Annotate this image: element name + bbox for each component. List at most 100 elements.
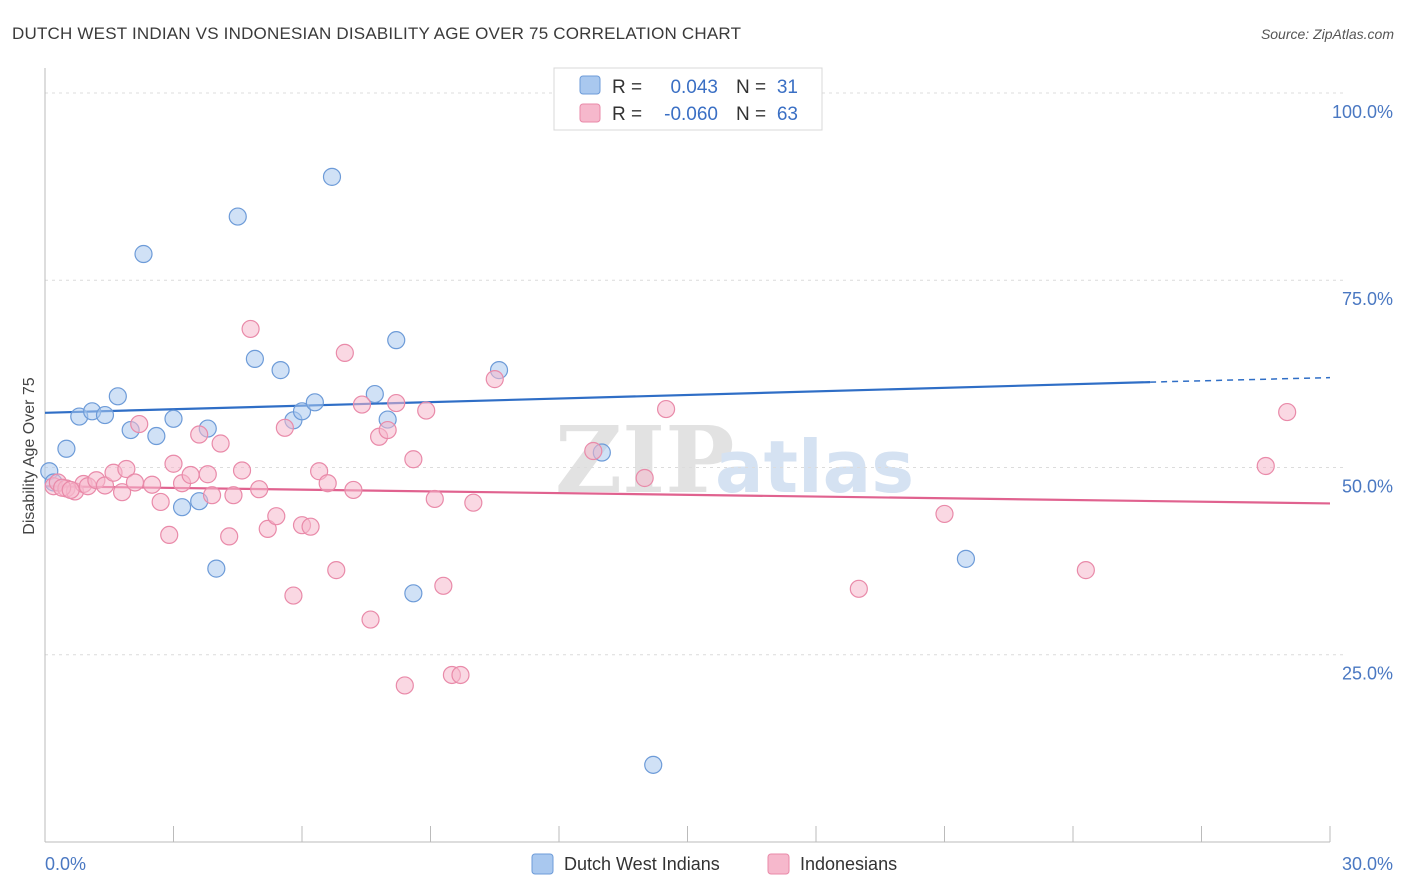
series-legend-label-indonesian: Indonesians <box>800 854 897 874</box>
point-indonesians <box>318 474 337 493</box>
point-dutch-west-indians <box>292 402 312 421</box>
point-indonesians <box>935 504 954 524</box>
axes: 100.0% 75.0% 50.0% 25.0% 0.0% 30.0% <box>44 68 1393 874</box>
trend-line-dutch-west-indians <box>44 381 1151 414</box>
point-indonesians <box>220 527 239 546</box>
point-indonesians <box>485 370 504 389</box>
point-dutch-west-indians <box>164 409 183 428</box>
point-indonesians <box>224 486 243 505</box>
point-indonesians <box>258 519 277 539</box>
legend-r-label-dutch: R = <box>612 77 642 98</box>
point-indonesians <box>344 480 363 500</box>
point-indonesians <box>202 486 222 505</box>
legend-swatch-indonesian <box>579 103 601 123</box>
point-indonesians <box>464 493 483 512</box>
point-indonesians <box>211 434 230 453</box>
watermark-zip: ZIP <box>555 406 734 514</box>
point-indonesians <box>327 561 346 580</box>
point-dutch-west-indians <box>108 387 127 406</box>
legend-n-label-dutch: N = <box>736 77 766 98</box>
point-indonesians <box>378 420 397 440</box>
trend-line-extension-dutch-west-indians <box>1150 376 1331 383</box>
point-indonesians <box>117 459 136 479</box>
point-indonesians <box>164 454 183 473</box>
point-indonesians <box>1278 402 1297 422</box>
point-indonesians <box>142 475 162 494</box>
legend-r-value-dutch: 0.043 <box>670 77 718 98</box>
point-dutch-west-indians <box>956 549 976 568</box>
point-indonesians <box>112 483 132 502</box>
point-indonesians <box>387 393 406 413</box>
point-indonesians <box>434 576 453 595</box>
point-dutch-west-indians <box>228 207 247 226</box>
point-indonesians <box>656 399 676 419</box>
point-indonesians <box>61 480 80 500</box>
y-tick-label: 100.0% <box>1332 102 1393 122</box>
point-indonesians <box>417 401 436 420</box>
point-indonesians <box>284 586 303 605</box>
point-indonesians <box>241 319 260 339</box>
x-tick-label: 0.0% <box>45 854 86 874</box>
x-tick-label: 30.0% <box>1342 854 1393 874</box>
legend-r-label-indonesian: R = <box>612 104 642 125</box>
series-legend-swatch-dutch <box>531 853 554 875</box>
point-indonesians <box>125 473 145 492</box>
point-indonesians <box>267 507 286 526</box>
y-tick-label: 75.0% <box>1342 289 1393 309</box>
series-legend-swatch-indonesian <box>767 853 790 875</box>
series-legend: Dutch West Indians Indonesians <box>531 853 897 875</box>
y-axis-title: Disability Age Over 75 <box>21 377 38 535</box>
point-indonesians <box>584 441 603 461</box>
point-indonesians <box>1076 561 1095 580</box>
point-dutch-west-indians <box>95 405 115 425</box>
point-indonesians <box>250 480 269 499</box>
point-dutch-west-indians <box>387 331 406 350</box>
point-indonesians <box>425 489 444 509</box>
point-indonesians <box>352 395 372 414</box>
grid <box>45 92 1345 656</box>
point-indonesians <box>130 414 149 434</box>
point-dutch-west-indians <box>404 584 423 603</box>
point-dutch-west-indians <box>305 393 324 412</box>
point-dutch-west-indians <box>134 244 153 264</box>
y-tick-label: 25.0% <box>1342 664 1393 684</box>
point-dutch-west-indians <box>57 439 76 458</box>
point-indonesians <box>451 665 470 685</box>
point-dutch-west-indians <box>365 384 384 404</box>
point-indonesians <box>160 525 179 545</box>
point-indonesians <box>635 468 654 488</box>
point-indonesians <box>849 579 868 598</box>
point-indonesians <box>395 676 414 695</box>
legend-n-value-indonesian: 63 <box>777 104 798 125</box>
source-text: Source: ZipAtlas.com <box>1261 26 1394 42</box>
series-legend-label-dutch: Dutch West Indians <box>564 854 720 874</box>
data-points <box>40 77 1297 774</box>
point-dutch-west-indians <box>322 167 342 186</box>
point-indonesians <box>301 517 320 536</box>
point-indonesians <box>335 343 354 362</box>
point-indonesians <box>232 461 252 480</box>
point-indonesians <box>198 465 217 484</box>
y-tick-label: 50.0% <box>1342 476 1393 496</box>
point-indonesians <box>404 450 423 469</box>
legend-n-value-dutch: 31 <box>777 77 798 98</box>
legend-n-label-indonesian: N = <box>736 104 766 125</box>
point-indonesians <box>190 425 209 444</box>
legend-swatch-dutch <box>579 75 601 95</box>
correlation-legend: R = 0.043 N = 31 R = -0.060 N = 63 <box>553 67 823 131</box>
point-indonesians <box>95 476 115 495</box>
chart-title: DUTCH WEST INDIAN VS INDONESIAN DISABILI… <box>12 24 741 43</box>
legend-r-value-indonesian: -0.060 <box>664 104 718 125</box>
point-indonesians <box>151 492 170 512</box>
point-indonesians <box>1256 456 1275 476</box>
point-dutch-west-indians <box>644 755 663 774</box>
point-dutch-west-indians <box>207 559 226 578</box>
point-dutch-west-indians <box>147 426 166 446</box>
point-indonesians <box>361 610 380 629</box>
point-indonesians <box>275 418 294 437</box>
point-dutch-west-indians <box>245 349 264 368</box>
point-dutch-west-indians <box>271 361 290 380</box>
point-dutch-west-indians <box>172 498 192 517</box>
point-indonesians <box>181 465 200 485</box>
